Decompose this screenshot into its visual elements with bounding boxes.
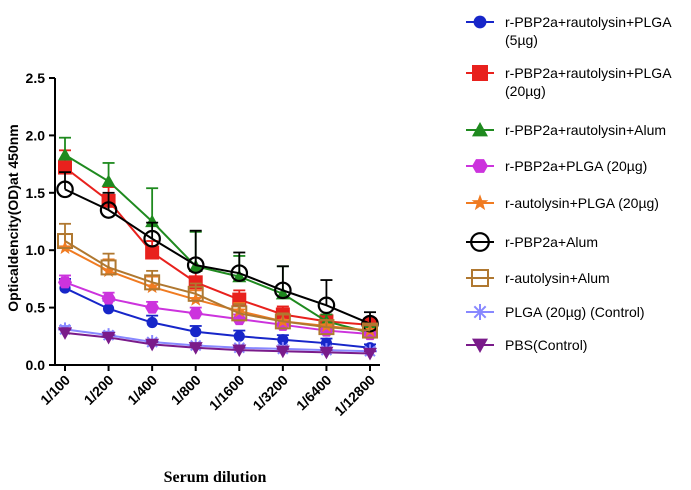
legend-item-4: r-PBP2a+PLGA (20µg) [466, 158, 647, 174]
legend-marker [473, 15, 487, 29]
y-tick-label: 1.5 [26, 185, 46, 201]
legend-label: r-PBP2a+PLGA (20µg) [505, 158, 647, 174]
data-point [145, 301, 160, 314]
y-axis-title: Opticaldencity(OD)at 450nm [5, 124, 21, 312]
data-point [231, 305, 248, 322]
series-line [64, 154, 371, 334]
x-tick-label: 1/12800 [331, 372, 378, 419]
legend-marker [472, 159, 488, 173]
y-tick-label: 0.5 [26, 300, 46, 316]
data-point [99, 201, 118, 219]
data-point [146, 316, 158, 329]
legend-label: r-PBP2a+rautolysin+Alum [505, 122, 666, 138]
plot-area [56, 136, 379, 361]
data-point [145, 338, 160, 352]
legend-marker [470, 232, 490, 252]
data-point [145, 214, 160, 228]
series-6 [56, 171, 379, 333]
y-tick-label: 2.0 [26, 127, 46, 143]
data-point [362, 322, 378, 339]
legend-marker [472, 338, 488, 353]
data-point [232, 344, 247, 358]
legend-item-8: PLGA (20µg) (Control) [466, 304, 645, 320]
legend-marker [471, 194, 489, 211]
x-tick-label: 1/200 [81, 372, 117, 408]
legend-marker [472, 65, 488, 81]
legend-item-9: PBS(Control) [466, 337, 587, 353]
data-point [102, 303, 115, 315]
legend: r-PBP2a+rautolysin+PLGA(5µg)r-PBP2a+raut… [466, 14, 672, 353]
data-point [144, 279, 160, 294]
legend-item-2: r-PBP2a+rautolysin+PLGA (20µg) [466, 65, 672, 99]
data-point [145, 245, 160, 260]
data-point [187, 285, 204, 302]
data-point [58, 327, 72, 340]
x-axis-title: Serum dilution [164, 469, 267, 486]
legend-item-3: r-PBP2a+rautolysin+Alum [466, 122, 666, 138]
data-point [317, 296, 336, 315]
legend-label: PLGA (20µg) (Control) [505, 304, 645, 320]
data-point [230, 264, 249, 282]
data-point [57, 233, 73, 250]
y-tick-label: 0.0 [26, 357, 46, 373]
data-point [100, 259, 117, 276]
data-point [188, 307, 203, 320]
legend-item-5: r-autolysin+PLGA (20µg) [466, 194, 659, 211]
series-line [64, 331, 371, 355]
x-tick-label: 1/3200 [249, 372, 291, 414]
data-point [143, 229, 161, 248]
legend-item-7: r-autolysin+Alum [466, 269, 610, 287]
series-9 [58, 327, 377, 361]
data-point [190, 326, 202, 338]
y-tick-label: 1.0 [26, 242, 46, 258]
legend-label-line2: (5µg) [505, 32, 538, 48]
data-point [188, 291, 204, 306]
data-point [318, 319, 335, 336]
y-tick-label: 2.5 [26, 70, 46, 86]
legend-label: r-autolysin+PLGA (20µg) [505, 195, 659, 211]
legend-marker [471, 269, 489, 287]
legend-item-1: r-PBP2a+rautolysin+PLGA (5µg) [466, 14, 672, 48]
data-point [186, 256, 205, 274]
legend-label: r-PBP2a+rautolysin+PLGA [505, 14, 672, 30]
data-point [188, 342, 203, 355]
data-point [144, 274, 161, 291]
data-point [319, 346, 334, 360]
data-point [58, 160, 72, 175]
series-line [64, 287, 371, 349]
data-point [101, 292, 116, 305]
x-tick-label: 1/1600 [206, 372, 248, 414]
legend-label: r-PBP2a+Alum [505, 234, 598, 250]
data-point [274, 313, 291, 330]
data-point [58, 276, 72, 289]
legend-label: r-PBP2a+rautolysin+PLGA [505, 65, 672, 81]
legend-label-line2: (20µg) [505, 83, 546, 99]
series-7 [57, 222, 378, 339]
x-tick-label: 1/6400 [293, 372, 335, 414]
series-line [64, 328, 371, 353]
data-point [58, 147, 72, 161]
legend-item-6: r-PBP2a+Alum [466, 232, 598, 252]
data-point [101, 174, 116, 187]
data-point [277, 334, 289, 346]
data-point [101, 331, 116, 345]
data-point [56, 180, 74, 199]
legend-marker [472, 122, 488, 137]
data-point [101, 263, 116, 278]
x-tick-label: 1/400 [124, 372, 160, 408]
data-point [274, 281, 292, 300]
x-tick-label: 1/800 [168, 372, 204, 408]
data-point [275, 345, 290, 359]
legend-label: r-autolysin+Alum [505, 270, 610, 286]
x-tick-label: 1/100 [37, 372, 73, 408]
x-axis: 1/100 1/200 1/400 1/800 1/1600 1/3200 1/64001/… [37, 364, 380, 419]
data-point [363, 347, 377, 361]
data-point [233, 330, 245, 342]
legend-label: PBS(Control) [505, 337, 587, 353]
y-axis: 0.0 0.5 1.0 1.5 2.0 2.5 [26, 70, 56, 373]
legend-marker [472, 304, 488, 320]
